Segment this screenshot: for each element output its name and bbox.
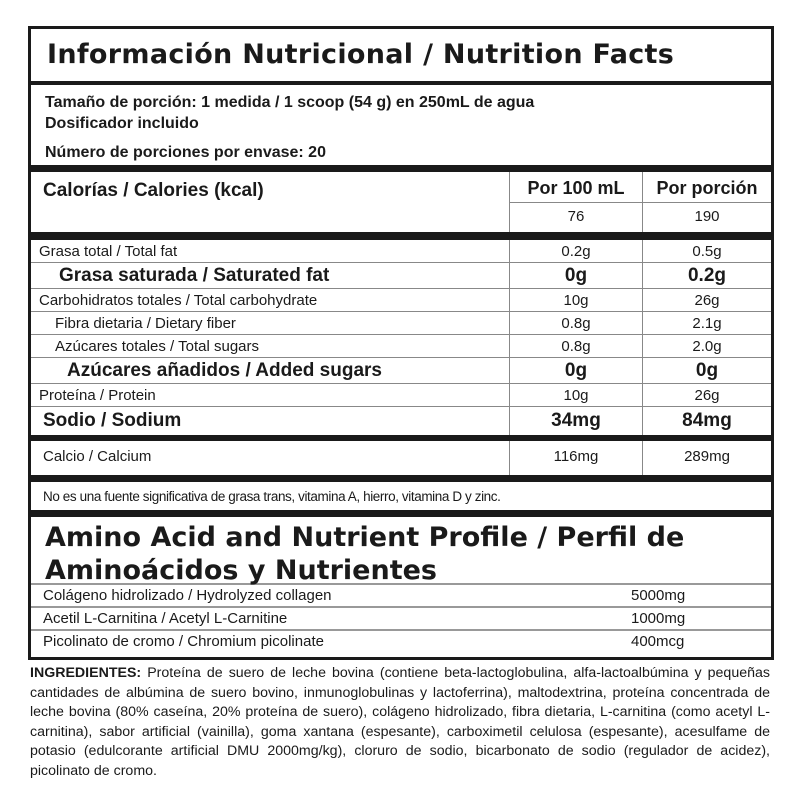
ingredients: INGREDIENTES: Proteína de suero de leche… — [30, 664, 770, 781]
label-title: Información Nutricional / Nutrition Fact… — [31, 29, 771, 85]
amino-row: Acetil L-Carnitina / Acetyl L-Carnitine … — [31, 606, 771, 629]
value-per100: 10g — [509, 289, 642, 311]
nutrient-label: Calcio / Calcium — [43, 448, 152, 465]
col-header-per100: Por 100 mL — [510, 172, 642, 203]
value-perserving: 289mg — [642, 441, 771, 475]
nutrient-label: Azúcares totales / Total sugars — [55, 338, 259, 355]
divider — [31, 165, 771, 172]
value-per100: 34mg — [509, 407, 642, 435]
nutrient-label: Azúcares añadidos / Added sugars — [67, 360, 382, 381]
serving-info: Tamaño de porción: 1 medida / 1 scoop (5… — [31, 85, 771, 165]
nutrient-label: Fibra dietaria / Dietary fiber — [55, 315, 236, 332]
amino-value: 1000mg — [631, 610, 686, 627]
value-perserving: 0.2g — [642, 263, 771, 288]
amino-label: Acetil L-Carnitina / Acetyl L-Carnitine — [43, 610, 288, 627]
dispenser-note: Dosificador incluido — [45, 115, 199, 132]
divider — [31, 232, 771, 240]
calories-label: Calorías / Calories (kcal) — [43, 180, 264, 201]
amino-value: 5000mg — [631, 587, 686, 604]
amino-label: Picolinato de cromo / Chromium picolinat… — [43, 633, 324, 650]
calories-perserving: 190 — [694, 208, 720, 225]
amino-row: Picolinato de cromo / Chromium picolinat… — [31, 629, 771, 652]
amino-value: 400mcg — [631, 633, 685, 650]
ingredients-text: Proteína de suero de leche bovina (conti… — [30, 665, 770, 779]
nutrient-row-saturated-fat: Grasa saturada / Saturated fat 0g 0.2g — [31, 263, 771, 289]
servings-per-container: Número de porciones por envase: 20 — [45, 144, 326, 161]
amino-label: Colágeno hidrolizado / Hydrolyzed collag… — [43, 587, 332, 604]
ingredients-label: INGREDIENTES: — [30, 665, 142, 681]
col-header-perserving: Por porción — [643, 172, 771, 203]
value-per100: 0g — [509, 358, 642, 383]
nutrient-row-fiber: Fibra dietaria / Dietary fiber 0.8g 2.1g — [31, 312, 771, 335]
value-per100: 0.8g — [509, 312, 642, 334]
nutrient-row-total-sugars: Azúcares totales / Total sugars 0.8g 2.0… — [31, 335, 771, 358]
calories-row: Calorías / Calories (kcal) Por 100 mL 76… — [31, 172, 771, 232]
nutrient-row-carbohydrate: Carbohidratos totales / Total carbohydra… — [31, 289, 771, 312]
value-perserving: 84mg — [642, 407, 771, 435]
nutrient-label: Proteína / Protein — [39, 387, 156, 404]
nutrient-label: Grasa saturada / Saturated fat — [59, 265, 330, 286]
nutrient-row-protein: Proteína / Protein 10g 26g — [31, 384, 771, 407]
amino-row: Colágeno hidrolizado / Hydrolyzed collag… — [31, 583, 771, 606]
value-per100: 10g — [509, 384, 642, 406]
nutrient-label: Sodio / Sodium — [43, 410, 182, 431]
value-perserving: 26g — [642, 384, 771, 406]
value-perserving: 2.0g — [642, 335, 771, 357]
calories-per100: 76 — [567, 208, 585, 225]
nutrient-row-calcium: Calcio / Calcium 116mg 289mg — [31, 441, 771, 475]
footnote: No es una fuente significativa de grasa … — [43, 489, 501, 504]
divider — [31, 435, 771, 441]
value-per100: 0.2g — [509, 240, 642, 262]
nutrient-label: Grasa total / Total fat — [39, 243, 178, 260]
value-perserving: 26g — [642, 289, 771, 311]
value-per100: 0.8g — [509, 335, 642, 357]
amino-title: Amino Acid and Nutrient Profile / Perfil… — [45, 522, 685, 586]
divider — [31, 475, 771, 482]
nutrient-row-sodium: Sodio / Sodium 34mg 84mg — [31, 407, 771, 435]
value-perserving: 2.1g — [642, 312, 771, 334]
nutrient-row-added-sugars: Azúcares añadidos / Added sugars 0g 0g — [31, 358, 771, 384]
value-per100: 0g — [509, 263, 642, 288]
nutrient-row-total-fat: Grasa total / Total fat 0.2g 0.5g — [31, 240, 771, 263]
value-perserving: 0.5g — [642, 240, 771, 262]
value-per100: 116mg — [509, 441, 642, 475]
value-perserving: 0g — [642, 358, 771, 383]
divider — [31, 510, 771, 517]
serving-size: Tamaño de porción: 1 medida / 1 scoop (5… — [45, 94, 535, 111]
nutrient-label: Carbohidratos totales / Total carbohydra… — [39, 292, 318, 309]
nutrition-label: Información Nutricional / Nutrition Fact… — [28, 26, 774, 660]
